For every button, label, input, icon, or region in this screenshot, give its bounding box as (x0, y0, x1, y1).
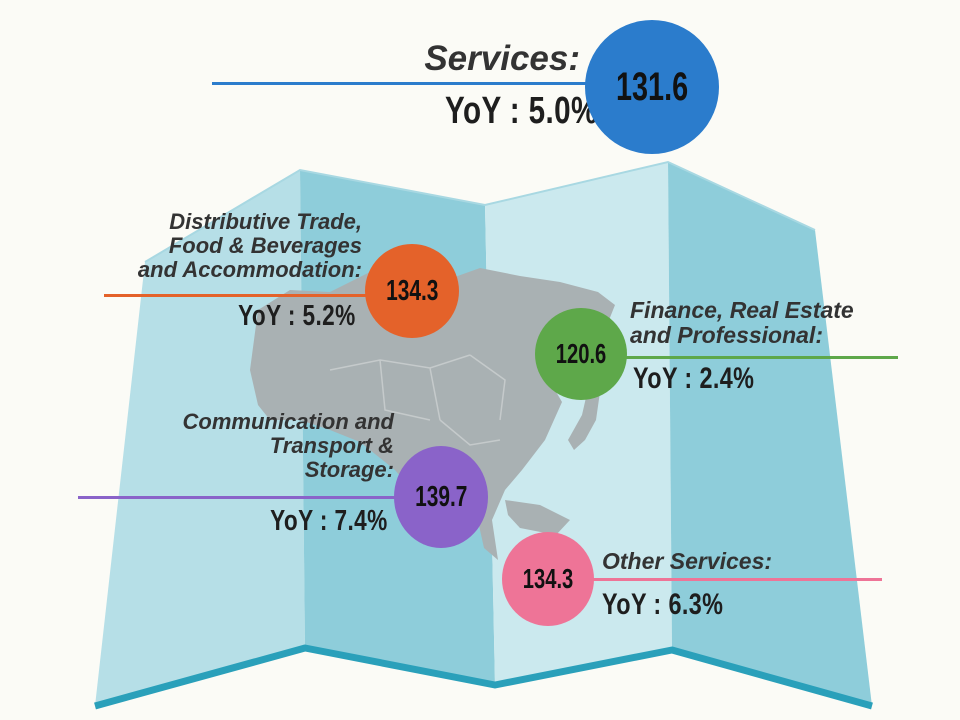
distributive-label: Distributive Trade, Food & Beverages and… (137, 209, 362, 283)
other-label: Other Services: (602, 548, 773, 574)
islands-land-shape (505, 500, 570, 535)
communication-yoy: YoY : 7.4% (270, 505, 388, 537)
communication-index-bubble: 139.7 (394, 446, 488, 548)
services-label: Services: (424, 39, 580, 78)
map-top-edge (144, 160, 816, 263)
distributive-line (104, 294, 374, 297)
asia-land-shape (250, 268, 615, 560)
distributive-yoy: YoY : 5.2% (238, 300, 356, 332)
distributive-index-bubble: 134.3 (365, 244, 459, 338)
finance-label: Finance, Real Estate and Professional: (630, 297, 854, 349)
other-yoy: YoY : 6.3% (602, 588, 724, 621)
services-index-bubble: 131.6 (585, 20, 719, 154)
communication-label: Communication and Transport & Storage: (182, 409, 394, 483)
finance-line (612, 356, 898, 359)
other-index-bubble: 134.3 (502, 532, 594, 626)
services-line (212, 82, 590, 85)
map-panel-4 (668, 162, 872, 706)
map-bottom-edge (94, 644, 873, 710)
services-yoy: YoY : 5.0% (445, 90, 598, 132)
country-borders (329, 354, 506, 446)
finance-index-bubble: 120.6 (535, 308, 627, 400)
map-panel-1 (95, 170, 305, 706)
finance-yoy: YoY : 2.4% (633, 362, 755, 395)
communication-line (78, 496, 406, 499)
other-line (548, 578, 882, 581)
